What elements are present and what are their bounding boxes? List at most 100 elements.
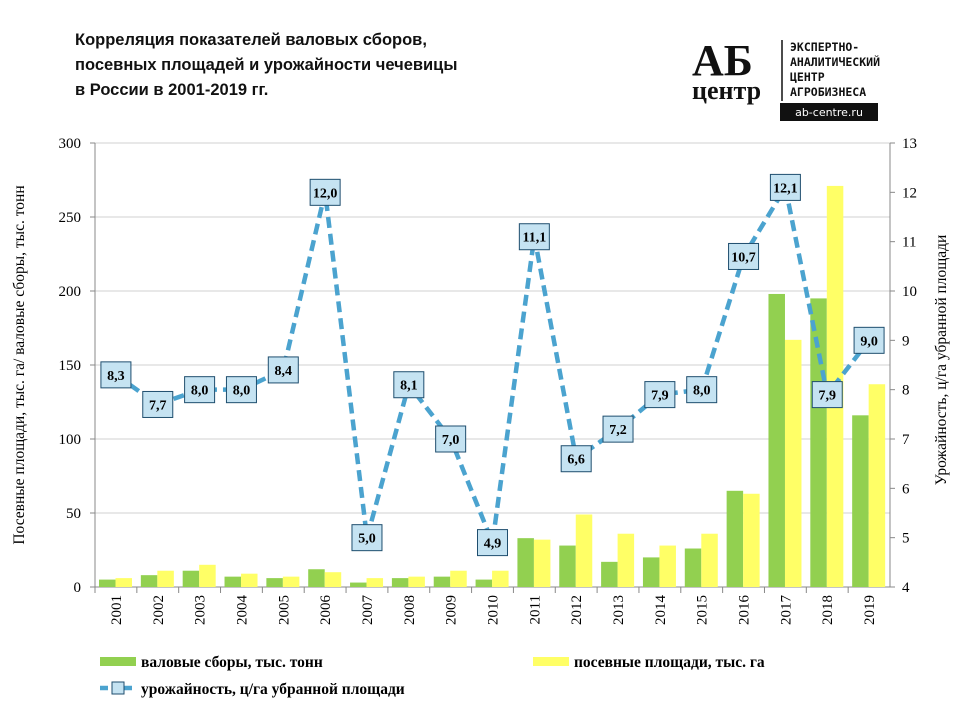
x-tick-label: 2010 — [486, 595, 502, 625]
y-tick-label-right: 6 — [902, 481, 910, 497]
legend-marker-yield — [111, 681, 125, 695]
yield-label-box — [435, 425, 467, 453]
legend-label: посевные площади, тыс. га — [574, 654, 765, 671]
x-tick-label: 2018 — [820, 595, 836, 625]
bar-gross-harvest — [726, 490, 744, 587]
logo-line: ЭКСПЕРТНО- — [790, 40, 859, 54]
bar-gross-harvest — [852, 415, 869, 587]
yield-data-label: 12,0 — [313, 186, 338, 201]
y-tick-label-right: 12 — [902, 185, 917, 201]
bar-gross-harvest — [433, 576, 451, 587]
bar-gross-harvest — [224, 576, 242, 587]
x-tick-label: 2006 — [318, 595, 334, 626]
title-line: посевных площадей и урожайности чечевицы — [75, 56, 458, 74]
yield-label-box — [100, 361, 132, 389]
yield-data-label: 4,9 — [484, 537, 502, 552]
bar-gross-harvest — [182, 570, 200, 587]
logo-line: АГРОБИЗНЕСА — [790, 85, 866, 99]
yield-label-box — [267, 356, 299, 384]
ab-centre-logo: АБ центр ЭКСПЕРТНО- АНАЛИТИЧЕСКИЙ ЦЕНТР … — [692, 36, 880, 121]
yield-data-label: 7,7 — [149, 398, 167, 413]
x-tick-label: 2012 — [569, 595, 585, 625]
bar-sown-area — [575, 514, 593, 587]
yield-label-box — [393, 371, 425, 399]
legend-swatch-gross-harvest — [100, 657, 136, 666]
yield-label-box — [853, 326, 885, 354]
bar-gross-harvest — [391, 578, 409, 587]
bar-sown-area — [450, 570, 467, 587]
chart-title: Корреляция показателей валовых сборов, п… — [75, 28, 535, 103]
y-tick-label-left: 200 — [59, 284, 82, 300]
y-axis-title-left: Посевные площади, тыс. га/ валовые сборы… — [11, 185, 28, 544]
yield-label-box — [518, 223, 550, 251]
bar-gross-harvest — [99, 579, 116, 587]
bar-sown-area — [115, 578, 132, 587]
x-tick-label: 2016 — [737, 595, 753, 626]
bar-sown-area — [408, 576, 425, 587]
legend-label: урожайность, ц/га убранной площади — [141, 681, 405, 698]
y-tick-label-left: 0 — [74, 580, 82, 596]
yield-data-label: 11,1 — [522, 231, 546, 246]
x-tick-label: 2005 — [276, 595, 292, 625]
logo-line: ЦЕНТР — [790, 70, 825, 84]
bar-sown-area — [868, 384, 886, 587]
title-line: в России в 2001-2019 гг. — [75, 81, 269, 99]
yield-label-box — [560, 445, 592, 473]
yield-label-box — [644, 381, 676, 409]
bar-sown-area — [659, 545, 676, 587]
bar-sown-area — [533, 539, 551, 587]
yield-label-box — [225, 376, 257, 404]
y-tick-label-left: 50 — [66, 506, 81, 522]
x-tick-label: 2013 — [611, 595, 627, 625]
x-tick-label: 2001 — [109, 595, 125, 625]
x-tick-label: 2017 — [778, 595, 794, 626]
yield-data-label: 10,7 — [731, 250, 756, 265]
yield-data-label: 8,0 — [233, 384, 251, 399]
yield-label-box — [477, 529, 508, 557]
yield-data-label: 7,9 — [818, 389, 836, 404]
y-tick-label-right: 8 — [902, 383, 910, 399]
x-tick-label: 2011 — [527, 595, 543, 624]
x-tick-label: 2003 — [193, 595, 209, 625]
yield-data-label: 8,3 — [107, 369, 125, 384]
yield-data-label: 7,2 — [609, 423, 627, 438]
bar-sown-area — [241, 573, 258, 587]
x-tick-label: 2002 — [151, 595, 167, 625]
yield-label-box — [769, 173, 801, 201]
x-tick-label: 2007 — [360, 595, 376, 626]
bar-gross-harvest — [559, 545, 576, 587]
yield-label-box — [811, 381, 843, 409]
yield-label-box — [142, 390, 174, 418]
bar-gross-harvest — [350, 582, 367, 587]
y-tick-label-right: 4 — [902, 580, 910, 596]
bar-gross-harvest — [475, 579, 493, 587]
yield-data-label: 7,0 — [442, 433, 460, 448]
bar-gross-harvest — [266, 578, 283, 587]
x-tick-label: 2008 — [402, 595, 418, 625]
x-tick-label: 2014 — [653, 595, 669, 626]
yield-label-box — [351, 524, 383, 552]
x-tick-label: 2019 — [862, 595, 878, 625]
logo-mark: АБ — [692, 36, 753, 85]
yield-data-label: 8,0 — [191, 384, 209, 399]
yield-data-label: 8,0 — [693, 384, 711, 399]
yield-data-label: 8,1 — [400, 379, 418, 394]
y-tick-label-right: 13 — [902, 136, 917, 152]
y-tick-label-left: 300 — [59, 136, 82, 152]
y-tick-label-left: 100 — [59, 432, 82, 448]
yield-label-box — [309, 178, 341, 206]
bar-gross-harvest — [684, 548, 702, 587]
yield-label-box — [686, 376, 718, 404]
bar-sown-area — [492, 570, 509, 587]
y-tick-label-right: 10 — [902, 284, 917, 300]
yield-data-label: 9,0 — [860, 334, 878, 349]
bar-sown-area — [366, 578, 384, 587]
yield-data-label: 7,9 — [651, 389, 669, 404]
bar-sown-area — [701, 533, 718, 587]
yield-data-label: 6,6 — [567, 453, 585, 468]
logo-word: центр — [692, 76, 761, 105]
yield-data-label: 5,0 — [358, 532, 376, 547]
x-tick-label: 2004 — [234, 595, 250, 626]
